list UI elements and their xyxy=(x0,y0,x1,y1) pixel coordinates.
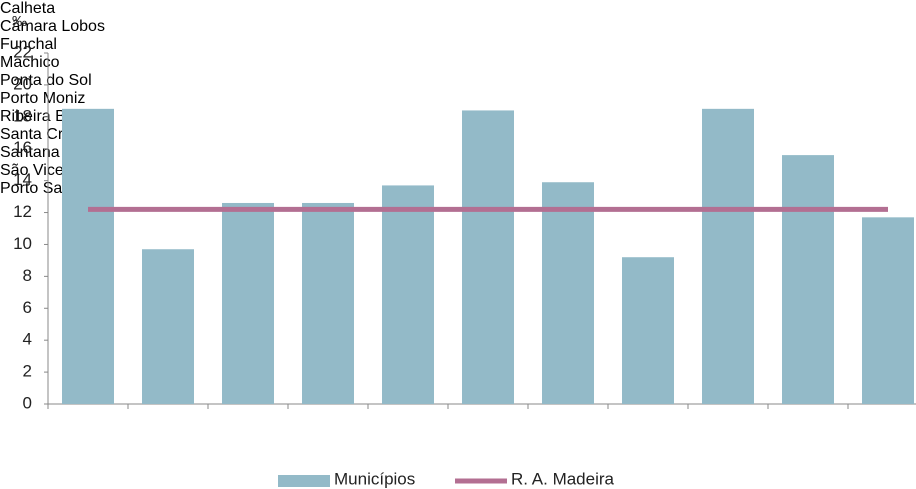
y-tick-label: 4 xyxy=(23,330,32,349)
bar xyxy=(622,257,674,404)
y-tick-label: 20 xyxy=(13,74,32,93)
x-tick-label: Ponta do Sol xyxy=(0,72,92,89)
bar xyxy=(702,108,754,404)
x-tick-label: Santa Cruz xyxy=(0,126,81,143)
legend-swatch xyxy=(278,475,330,487)
bar xyxy=(302,202,354,404)
y-tick-label: 14 xyxy=(13,170,32,189)
y-tick-label: 16 xyxy=(13,138,32,157)
bar xyxy=(462,110,514,404)
unit-label: ‰ xyxy=(12,13,27,30)
bar xyxy=(222,202,274,404)
bar xyxy=(862,217,914,404)
x-tick-label: Calheta xyxy=(0,0,56,17)
x-tick-label: Machico xyxy=(0,54,60,71)
legend-label: R. A. Madeira xyxy=(511,469,615,488)
bar xyxy=(542,182,594,404)
x-tick-label: Câmara Lobos xyxy=(0,18,105,35)
bar xyxy=(142,249,194,404)
legend-label: Municípios xyxy=(334,469,415,488)
y-tick-label: 10 xyxy=(13,234,32,253)
x-tick-label: Funchal xyxy=(0,36,57,53)
y-tick-label: 12 xyxy=(13,202,32,221)
y-tick-label: 18 xyxy=(13,106,32,125)
x-tick-label: Porto Moniz xyxy=(0,90,86,107)
y-tick-label: 8 xyxy=(23,266,32,285)
bar xyxy=(782,155,834,404)
y-tick-label: 2 xyxy=(23,362,32,381)
bar xyxy=(62,108,114,404)
y-tick-label: 0 xyxy=(23,393,32,412)
bar xyxy=(382,185,434,404)
y-tick-label: 22 xyxy=(13,42,32,61)
y-tick-label: 6 xyxy=(23,298,32,317)
